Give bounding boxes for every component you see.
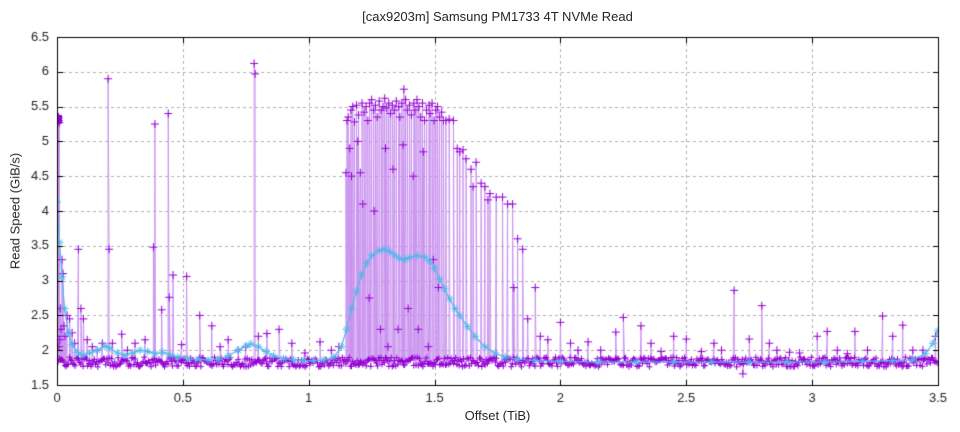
y-axis-label: Read Speed (GiB/s)	[7, 152, 23, 270]
chart-title: [cax9203m] Samsung PM1733 4T NVMe Read	[362, 9, 633, 24]
x-axis-label: Offset (TiB)	[464, 408, 531, 423]
